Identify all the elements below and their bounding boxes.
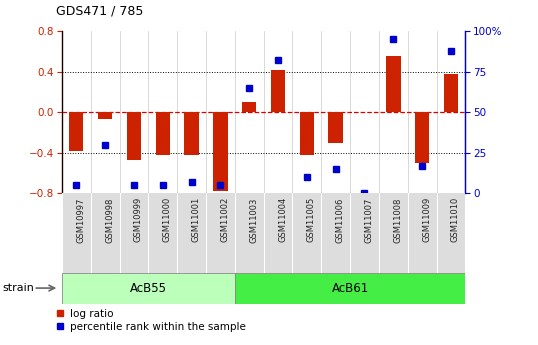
Bar	[444, 73, 458, 112]
Text: GSM11000: GSM11000	[162, 197, 172, 243]
Bar	[415, 112, 429, 163]
Bar	[69, 112, 83, 151]
Text: AcB61: AcB61	[331, 282, 369, 295]
Legend: log ratio, percentile rank within the sample: log ratio, percentile rank within the sa…	[56, 309, 246, 332]
Text: GSM11009: GSM11009	[422, 197, 431, 243]
Bar	[185, 112, 199, 155]
Text: GSM11008: GSM11008	[393, 197, 402, 243]
Text: strain: strain	[3, 283, 34, 293]
Text: GSM10998: GSM10998	[105, 197, 114, 243]
Text: GSM11004: GSM11004	[278, 197, 287, 243]
Bar	[127, 112, 141, 160]
Bar	[98, 112, 112, 119]
Bar	[242, 102, 257, 112]
Text: GSM11005: GSM11005	[307, 197, 316, 243]
Bar	[386, 56, 400, 112]
Text: GSM10997: GSM10997	[76, 197, 86, 243]
Text: GSM11002: GSM11002	[221, 197, 229, 243]
Text: GSM10999: GSM10999	[134, 197, 143, 243]
Text: AcB55: AcB55	[130, 282, 167, 295]
Text: GSM11003: GSM11003	[249, 197, 258, 243]
Text: GSM11001: GSM11001	[192, 197, 201, 243]
Text: GSM11010: GSM11010	[451, 197, 460, 243]
Bar	[213, 112, 228, 191]
Text: GSM11006: GSM11006	[336, 197, 345, 243]
FancyBboxPatch shape	[235, 273, 465, 304]
FancyBboxPatch shape	[62, 273, 235, 304]
Text: GDS471 / 785: GDS471 / 785	[56, 4, 144, 17]
Bar	[271, 70, 285, 112]
Bar	[300, 112, 314, 155]
Bar	[155, 112, 170, 155]
Bar	[329, 112, 343, 142]
Text: GSM11007: GSM11007	[364, 197, 373, 243]
